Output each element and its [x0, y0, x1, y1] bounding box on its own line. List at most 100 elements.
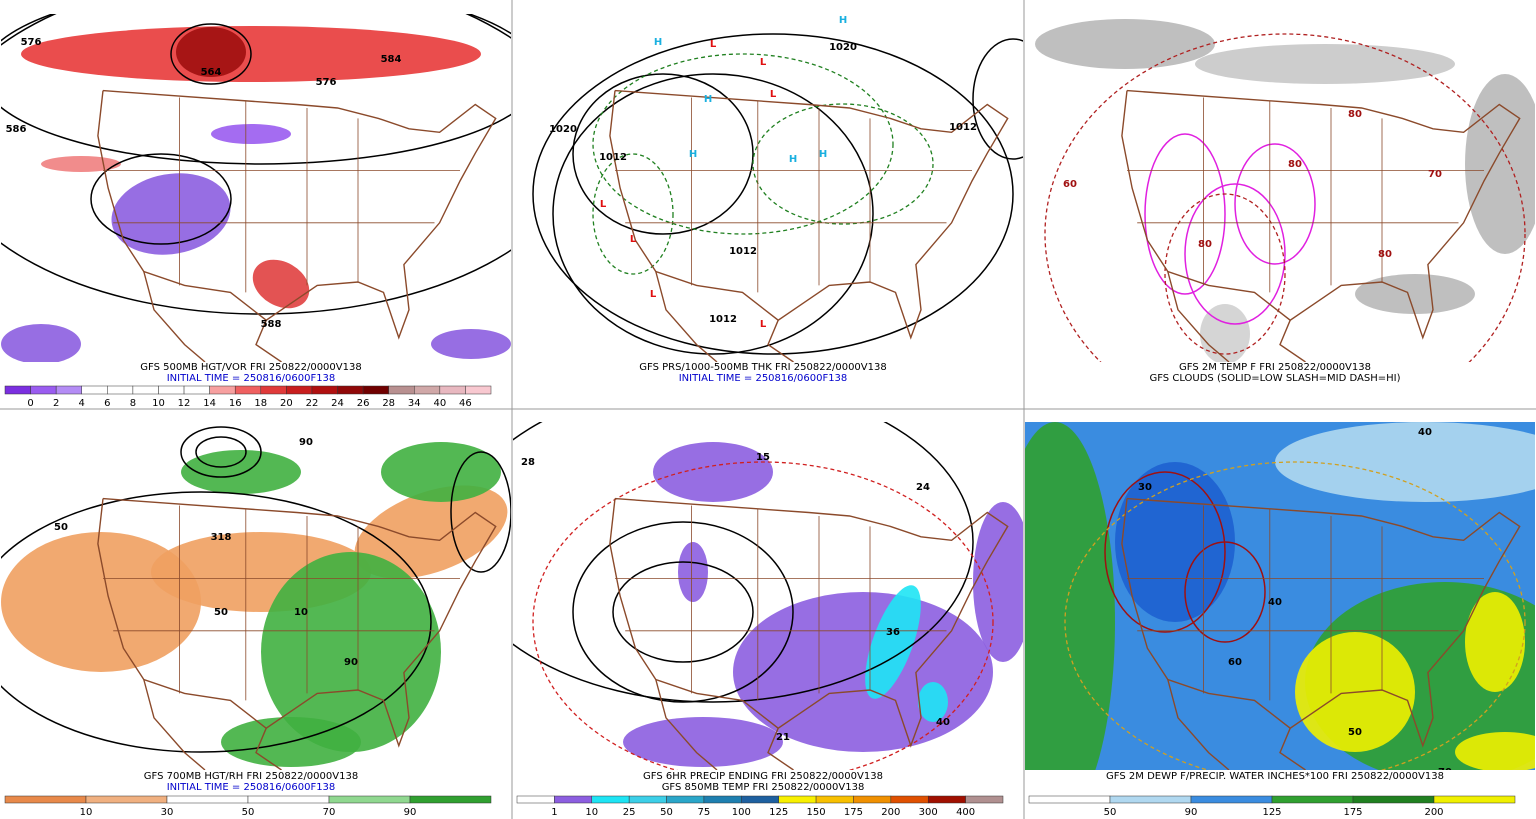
shaded-area: [211, 124, 291, 144]
colorbar-label: 0: [27, 398, 33, 409]
colorbar-swatch: [132, 385, 159, 395]
border: [767, 319, 794, 362]
colorbar-label: 24: [331, 398, 344, 409]
contour: [1164, 193, 1286, 355]
contour: [1, 491, 432, 753]
colorbar-label: 30: [161, 807, 174, 818]
shaded-area: [261, 552, 441, 752]
border: [1121, 89, 1521, 340]
colorbar-swatch: [1109, 795, 1192, 804]
map-label: H: [654, 37, 662, 48]
colorbar-swatch: [890, 795, 929, 804]
map-label: 21: [776, 732, 790, 743]
colorbar-swatch: [337, 385, 364, 395]
colorbar-swatch: [439, 385, 466, 395]
map-label: 30: [1138, 482, 1152, 493]
map-label: 80: [1198, 239, 1212, 250]
map-label: L: [760, 319, 767, 330]
contour: [1104, 471, 1226, 633]
colorbar-label: 100: [732, 807, 751, 818]
colorbar-label: 4: [79, 398, 85, 409]
colorbar-swatch: [260, 385, 287, 395]
border: [1279, 727, 1306, 770]
colorbar-label: 10: [80, 807, 93, 818]
map-label: 40: [1418, 427, 1432, 438]
map-label: L: [630, 234, 637, 245]
border: [143, 271, 206, 362]
shaded-area: [1, 532, 201, 672]
map-label: 1020: [549, 124, 577, 135]
map-label: 80: [1348, 109, 1362, 120]
colorbar-swatch: [234, 385, 262, 395]
map: 576 584 564 576 586 588: [1, 14, 511, 362]
colorbar-label: 10: [585, 807, 598, 818]
colorbar-label: 400: [956, 807, 975, 818]
shaded-area: [381, 442, 501, 502]
map-label: 586: [6, 124, 27, 135]
colorbar-label: 8: [130, 398, 136, 409]
shaded-area: [1115, 462, 1235, 622]
colorbar-label: 70: [323, 807, 336, 818]
map-label: 80: [1288, 159, 1302, 170]
colorbar-label: 175: [844, 807, 863, 818]
colorbar-label: 22: [306, 398, 319, 409]
contour: [1, 14, 511, 315]
caption: GFS 2M DEWP F/PRECIP. WATER INCHES*100 F…: [1106, 771, 1444, 782]
colorbar-label: 2: [53, 398, 59, 409]
map-label: 15: [756, 452, 770, 463]
contour: [612, 561, 754, 663]
map: 30 40 50 60 70 40: [1025, 422, 1535, 778]
map-label: 318: [211, 532, 232, 543]
colorbar-label: 1: [551, 807, 557, 818]
caption: GFS 500MB HGT/VOR FRI 250822/0000V138: [140, 362, 361, 373]
border: [143, 679, 206, 770]
contour: [180, 426, 262, 478]
map-label: 70: [1428, 169, 1442, 180]
colorbar-label: 14: [203, 398, 216, 409]
contour: [1044, 33, 1526, 362]
contour: [572, 521, 794, 703]
map-label: 1012: [709, 314, 737, 325]
contour: [170, 23, 252, 85]
colorbar-label: 18: [254, 398, 267, 409]
contour: [592, 153, 674, 275]
map-label: H: [689, 149, 697, 160]
caption: GFS 6HR PRECIP ENDING FRI 250822/0000V13…: [643, 771, 883, 782]
colorbar-label: 20: [280, 398, 293, 409]
colorbar-label: 125: [769, 807, 788, 818]
shaded-area: [1465, 592, 1525, 692]
colorbar-label: 200: [881, 807, 900, 818]
colorbar-label: 26: [357, 398, 370, 409]
colorbar-swatch: [388, 385, 415, 395]
map-label: 70: [1438, 767, 1452, 778]
shaded-area: [678, 542, 708, 602]
map-label: 90: [344, 657, 358, 668]
map-label: 80: [1378, 249, 1392, 260]
colorbar-swatch: [85, 795, 168, 804]
contour: [1064, 461, 1526, 770]
colorbar-swatch: [183, 385, 210, 395]
colorbar-label: 16: [229, 398, 242, 409]
colorbar-label: 40: [433, 398, 446, 409]
colorbar-label: 25: [623, 807, 636, 818]
border: [1121, 497, 1521, 748]
shaded-area: [1465, 74, 1535, 254]
colorbar-swatch: [158, 385, 185, 395]
colorbar-label: 200: [1424, 807, 1443, 818]
map-label: 40: [1268, 597, 1282, 608]
border: [655, 271, 718, 362]
colorbar-swatch: [4, 385, 31, 395]
colorbar-label: 90: [404, 807, 417, 818]
shaded-area: [1455, 732, 1535, 770]
contour: [450, 451, 511, 573]
shaded-area: [181, 450, 301, 494]
shaded-area: [623, 717, 783, 767]
contour: [195, 436, 247, 468]
caption: INITIAL TIME = 250816/0600F138: [167, 373, 336, 384]
map-label: 584: [381, 54, 402, 65]
contour: [592, 53, 894, 235]
caption: GFS PRS/1000-500MB THK FRI 250822/0000V1…: [639, 362, 886, 373]
colorbar-swatch: [209, 385, 236, 395]
border: [1167, 679, 1230, 770]
contour: [1184, 183, 1286, 325]
